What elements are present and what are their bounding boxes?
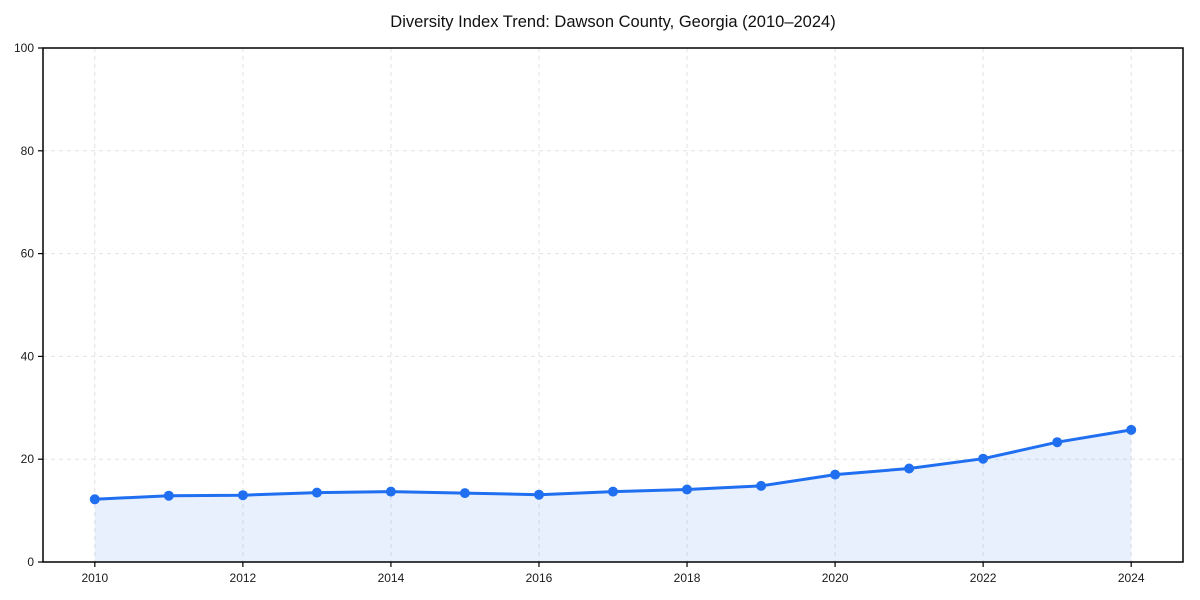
x-tick-label: 2024 bbox=[1118, 571, 1145, 585]
data-point bbox=[830, 469, 841, 480]
y-tick-label: 0 bbox=[27, 555, 34, 569]
x-tick-label: 2010 bbox=[81, 571, 108, 585]
chart-title: Diversity Index Trend: Dawson County, Ge… bbox=[390, 13, 836, 31]
y-tick-label: 60 bbox=[21, 247, 35, 261]
x-tick-label: 2018 bbox=[674, 571, 701, 585]
x-tick-label: 2020 bbox=[822, 571, 849, 585]
data-point bbox=[1052, 437, 1063, 448]
data-point bbox=[756, 480, 767, 491]
data-point bbox=[89, 494, 100, 505]
data-point bbox=[1126, 424, 1137, 435]
y-tick-label: 100 bbox=[14, 41, 34, 55]
y-tick-label: 40 bbox=[21, 349, 35, 363]
x-tick-label: 2016 bbox=[526, 571, 553, 585]
plot-frame bbox=[42, 47, 1184, 563]
x-tick-label: 2014 bbox=[378, 571, 405, 585]
data-point bbox=[534, 489, 544, 500]
data-point bbox=[163, 490, 174, 501]
data-point bbox=[682, 484, 692, 495]
data-point bbox=[385, 486, 396, 497]
data-point bbox=[459, 488, 470, 499]
x-tick-label: 2022 bbox=[970, 571, 997, 585]
data-point bbox=[311, 487, 322, 498]
data-point bbox=[904, 463, 915, 474]
data-point bbox=[237, 490, 248, 501]
data-point bbox=[978, 453, 989, 464]
data-point bbox=[608, 486, 618, 497]
x-tick-label: 2012 bbox=[230, 571, 257, 585]
y-tick-label: 20 bbox=[21, 452, 35, 466]
y-tick-label: 80 bbox=[21, 144, 35, 158]
